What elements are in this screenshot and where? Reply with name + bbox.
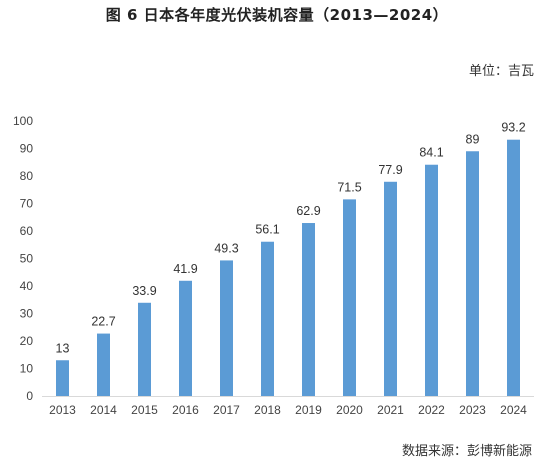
y-tick-label: 70 (20, 197, 34, 211)
bar (302, 223, 315, 396)
bar (261, 241, 274, 396)
x-axis-ticks: 2013 2014 2015 2016 2017 2018 2019 2020 2021 2022… (49, 403, 527, 417)
unit-label: 单位：吉瓦 (468, 64, 534, 79)
x-tick-label: 2018 (254, 403, 281, 417)
bar (138, 302, 151, 396)
data-label: 33.9 (132, 284, 156, 298)
x-tick-label: 2021 (377, 403, 404, 417)
y-tick-label: 80 (20, 169, 34, 183)
data-label: 77.9 (378, 163, 402, 177)
data-label: 93.2 (501, 121, 525, 135)
bar (343, 199, 356, 396)
data-labels: 13 22.7 33.9 41.9 49.3 56.1 62.9 71.5 77.9 84.1 89… (56, 121, 526, 356)
bar (220, 260, 233, 396)
x-tick-label: 2015 (131, 403, 158, 417)
data-label: 84.1 (419, 146, 443, 160)
y-axis-ticks: 0 10 20 30 40 50 60 70 80 90 100 (13, 114, 33, 403)
x-tick-label: 2024 (500, 403, 527, 417)
data-label: 56.1 (255, 223, 279, 237)
x-tick-label: 2017 (213, 403, 240, 417)
x-tick-label: 2022 (418, 403, 445, 417)
y-tick-label: 90 (20, 142, 34, 156)
data-label: 62.9 (296, 204, 320, 218)
y-tick-label: 50 (20, 252, 34, 266)
x-tick-label: 2013 (49, 403, 76, 417)
bar (56, 360, 69, 396)
y-tick-label: 60 (20, 224, 34, 238)
y-tick-label: 100 (13, 114, 33, 128)
x-tick-label: 2016 (172, 403, 199, 417)
y-tick-label: 0 (26, 389, 33, 403)
data-label: 13 (56, 341, 70, 355)
x-tick-label: 2014 (90, 403, 117, 417)
x-tick-label: 2020 (336, 403, 363, 417)
x-tick-label: 2019 (295, 403, 322, 417)
data-label: 71.5 (337, 180, 361, 194)
data-label: 22.7 (91, 315, 115, 329)
chart-title: 图 6 日本各年度光伏装机容量（2013—2024） (105, 6, 449, 24)
bars (56, 139, 520, 396)
data-label: 41.9 (173, 262, 197, 276)
y-tick-label: 10 (20, 362, 34, 376)
bar (466, 151, 479, 396)
bar (384, 181, 397, 396)
bar (507, 139, 520, 396)
data-label: 49.3 (214, 241, 238, 255)
data-label: 89 (466, 132, 480, 146)
bar (425, 164, 438, 396)
bar (179, 280, 192, 396)
x-tick-label: 2023 (459, 403, 486, 417)
source-note: 数据来源：彭博新能源 (401, 444, 532, 459)
y-tick-label: 30 (20, 307, 34, 321)
bar (97, 333, 110, 396)
y-tick-label: 20 (20, 334, 34, 348)
y-tick-label: 40 (20, 279, 34, 293)
